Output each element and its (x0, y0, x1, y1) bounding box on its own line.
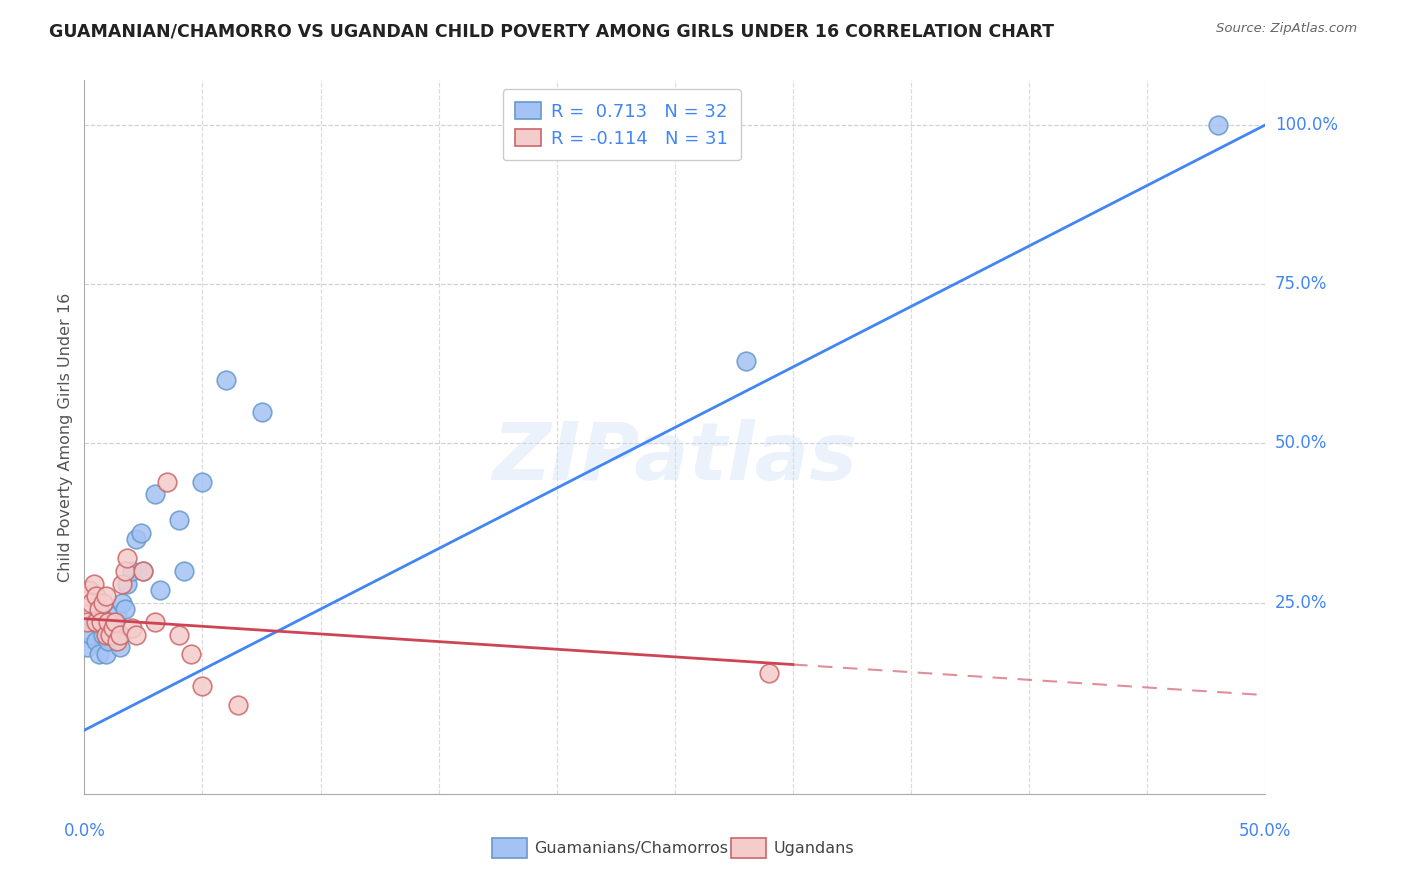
Point (108, 627, 131, 641)
Point (173, 564, 195, 578)
Bar (492, 838, 527, 858)
Point (143, 487, 166, 501)
Point (107, 608, 129, 623)
Point (80, 596, 103, 610)
Point (94, 590, 117, 604)
Point (87, 647, 110, 661)
Point (84, 634, 107, 648)
Point (114, 602, 136, 616)
Point (180, 647, 202, 661)
Text: 50.0%: 50.0% (1275, 434, 1327, 452)
Point (132, 564, 155, 578)
Point (121, 621, 143, 635)
Point (111, 596, 134, 610)
Point (250, 404, 273, 418)
Point (101, 621, 124, 635)
Point (97, 634, 120, 648)
Point (104, 621, 127, 635)
Point (107, 634, 129, 648)
Point (91, 627, 114, 641)
Point (83, 576, 105, 591)
Point (91, 596, 114, 610)
Point (758, 665, 780, 680)
Point (191, 475, 214, 489)
Point (94, 627, 117, 641)
Text: 100.0%: 100.0% (1275, 116, 1339, 134)
Point (76, 615, 98, 629)
Text: Ugandans: Ugandans (773, 841, 853, 855)
Text: 0.0%: 0.0% (63, 822, 105, 839)
Point (115, 576, 138, 591)
Point (80, 627, 103, 641)
Point (1206, 118, 1229, 132)
Text: 75.0%: 75.0% (1275, 275, 1327, 293)
Legend: R =  0.713   N = 32, R = -0.114   N = 31: R = 0.713 N = 32, R = -0.114 N = 31 (502, 89, 741, 161)
Point (87, 602, 110, 616)
Point (125, 627, 148, 641)
Point (129, 525, 152, 540)
Point (167, 513, 190, 527)
Point (90, 608, 112, 623)
Point (115, 551, 138, 566)
Point (77, 582, 100, 597)
Text: 25.0%: 25.0% (1275, 594, 1327, 612)
Point (167, 627, 190, 641)
Point (101, 627, 124, 641)
Point (98, 627, 121, 641)
Y-axis label: Child Poverty Among Girls Under 16: Child Poverty Among Girls Under 16 (58, 293, 73, 582)
Point (143, 615, 166, 629)
Point (121, 564, 143, 578)
Point (104, 615, 127, 629)
Bar (731, 838, 766, 858)
Point (91, 615, 114, 629)
Text: ZIPatlas: ZIPatlas (492, 419, 858, 498)
Text: 50.0%: 50.0% (1239, 822, 1292, 839)
Text: Source: ZipAtlas.com: Source: ZipAtlas.com (1216, 22, 1357, 36)
Point (76, 590, 98, 604)
Point (94, 647, 117, 661)
Point (215, 373, 238, 387)
Point (108, 640, 131, 655)
Point (191, 679, 214, 693)
Point (734, 353, 756, 368)
Point (226, 698, 249, 712)
Point (76, 640, 98, 655)
Text: GUAMANIAN/CHAMORRO VS UGANDAN CHILD POVERTY AMONG GIRLS UNDER 16 CORRELATION CHA: GUAMANIAN/CHAMORRO VS UGANDAN CHILD POVE… (49, 22, 1054, 40)
Point (98, 615, 121, 629)
Point (94, 621, 117, 635)
Point (111, 576, 134, 591)
Point (114, 564, 136, 578)
Point (97, 615, 120, 629)
Point (90, 615, 112, 629)
Point (84, 590, 107, 604)
Point (83, 615, 105, 629)
Point (149, 582, 172, 597)
Point (125, 532, 148, 546)
Point (156, 475, 179, 489)
Point (132, 564, 155, 578)
Text: Guamanians/Chamorros: Guamanians/Chamorros (534, 841, 728, 855)
Point (84, 615, 107, 629)
